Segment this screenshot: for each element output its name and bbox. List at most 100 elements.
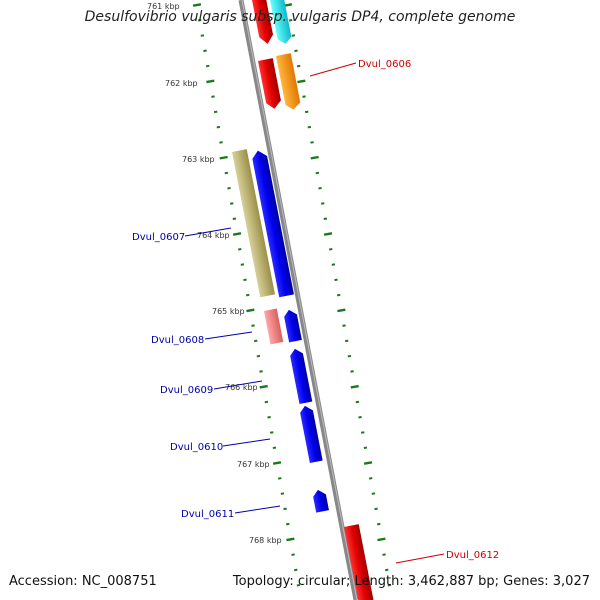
minor-tick-dash: [304, 110, 309, 114]
topology-text: Topology: circular; Length: 3,462,887 bp…: [232, 574, 590, 589]
minor-tick-dash: [272, 446, 277, 450]
minor-tick-dash: [331, 263, 336, 266]
gene-label-leaders: [184, 62, 445, 564]
tick-label: 764 kbp: [197, 231, 230, 240]
minor-tick-dash: [240, 263, 245, 266]
gene-labels: Dvul_0606 Dvul_0607 Dvul_0608 Dvul_0609 …: [132, 59, 499, 561]
tick-label: 765 kbp: [212, 307, 245, 316]
major-tick-dash: [350, 384, 359, 389]
feature-red-top[interactable]: [250, 0, 274, 45]
minor-tick-dash: [350, 370, 354, 373]
minor-tick-dash: [291, 34, 296, 37]
major-tick-dash: [206, 79, 215, 84]
minor-tick-dash: [259, 370, 263, 373]
gene-label-dvul-0607[interactable]: Dvul_0607: [132, 232, 185, 243]
gene-label-dvul-0606[interactable]: Dvul_0606: [358, 59, 411, 70]
minor-tick-dash: [264, 400, 269, 404]
gene-label-dvul-0611[interactable]: Dvul_0611: [181, 509, 234, 520]
major-tick-dash: [377, 537, 386, 542]
minor-tick-dash: [342, 324, 346, 327]
minor-tick-dash: [213, 110, 218, 114]
feature-olive-0607[interactable]: [232, 149, 275, 298]
minor-tick-dash: [277, 477, 282, 480]
minor-tick-dash: [336, 293, 341, 297]
tick-label: 767 kbp: [237, 460, 270, 469]
minor-tick-dash: [358, 415, 362, 419]
tick-labels: 761 kbp 762 kbp 763 kbp 764 kbp 765 kbp …: [147, 2, 282, 545]
major-tick-dash: [272, 461, 282, 465]
feature-pink-0608[interactable]: [264, 308, 284, 345]
minor-tick-dash: [328, 248, 333, 251]
minor-tick-dash: [211, 95, 215, 98]
feature-blue-0607[interactable]: [251, 149, 294, 298]
major-tick-dash: [286, 537, 295, 542]
minor-tick-dash: [387, 583, 392, 587]
minor-tick-dash: [251, 324, 255, 327]
tick-label: 766 kbp: [225, 383, 258, 392]
minor-tick-dash: [355, 400, 360, 404]
minor-tick-dash: [363, 446, 368, 450]
minor-tick-dash: [302, 95, 306, 98]
minor-tick-dash: [197, 19, 202, 22]
minor-tick-dash: [267, 415, 271, 419]
minor-tick-dash: [296, 583, 301, 587]
feature-blue-0609[interactable]: [289, 348, 313, 404]
map-title: Desulfovibrio vulgaris subsp. vulgaris D…: [84, 9, 516, 25]
minor-tick-dash: [347, 354, 352, 358]
major-tick-dash: [323, 232, 333, 236]
feature-blue-0610[interactable]: [299, 405, 323, 463]
major-tick-dash: [259, 384, 268, 389]
minor-tick-dash: [315, 171, 320, 175]
feature-orange-0606[interactable]: [276, 53, 301, 111]
tick-label: 763 kbp: [182, 155, 215, 164]
accession-text: Accession: NC_008751: [9, 574, 157, 589]
tick-label: 761 kbp: [147, 2, 180, 11]
minor-tick-dash: [219, 141, 223, 144]
minor-tick-dash: [216, 125, 221, 129]
major-tick-dash: [192, 3, 202, 7]
minor-tick-dash: [371, 492, 376, 495]
minor-tick-dash: [323, 217, 328, 221]
tick-label: 768 kbp: [249, 536, 282, 545]
minor-tick-dash: [224, 171, 229, 175]
major-tick-dash: [310, 155, 319, 160]
minor-tick-dash: [382, 553, 386, 556]
minor-tick-dash: [205, 64, 210, 68]
minor-tick-dash: [227, 186, 231, 190]
minor-tick-dash: [368, 477, 373, 480]
gene-label-dvul-0609[interactable]: Dvul_0609: [160, 385, 213, 396]
minor-tick-dash: [360, 431, 365, 434]
minor-tick-dash: [376, 522, 381, 526]
minor-tick-dash: [283, 507, 287, 511]
genome-backbone-highlight: [241, 0, 358, 600]
major-tick-dash: [363, 461, 373, 465]
minor-tick-dash: [288, 19, 293, 22]
gene-label-dvul-0612[interactable]: Dvul_0612: [446, 550, 499, 561]
minor-tick-dash: [320, 202, 325, 205]
gene-label-dvul-0610[interactable]: Dvul_0610: [170, 442, 223, 453]
minor-tick-dash: [296, 64, 301, 68]
gene-label-dvul-0608[interactable]: Dvul_0608: [151, 335, 204, 346]
minor-tick-dash: [307, 125, 312, 129]
feature-cyan-top[interactable]: [268, 0, 292, 45]
genome-backbone: [238, 0, 359, 600]
major-tick-dash: [219, 155, 228, 160]
major-tick-dash: [246, 308, 255, 313]
minor-tick-dash: [203, 49, 207, 53]
minor-tick-dash: [384, 568, 389, 572]
major-tick-dash: [232, 232, 242, 236]
minor-tick-dash: [318, 186, 322, 190]
feature-blue-0608[interactable]: [283, 309, 302, 343]
minor-tick-dash: [200, 34, 205, 37]
feature-red-0606a[interactable]: [258, 58, 282, 110]
feature-red-0612[interactable]: [344, 524, 374, 600]
minor-tick-dash: [245, 293, 250, 297]
minor-tick-dash: [232, 217, 237, 221]
feature-blue-0611[interactable]: [312, 489, 329, 513]
tick-track-right: [283, 3, 392, 587]
minor-tick-dash: [285, 522, 290, 526]
minor-tick-dash: [237, 248, 242, 251]
major-tick-dash: [283, 3, 293, 7]
tick-track-left: [192, 3, 301, 587]
